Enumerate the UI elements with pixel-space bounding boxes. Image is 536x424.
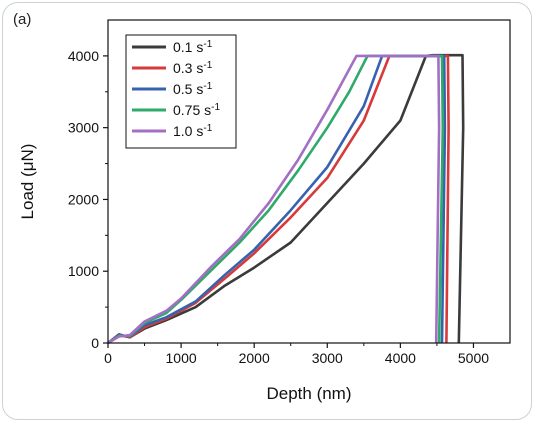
legend-label-sup: -1 (203, 81, 212, 92)
series-layer (107, 53, 465, 345)
ticks-layer: 0 1000 2000 3000 4000 5000 0 1000 2000 3000 4000 (68, 48, 489, 366)
x-tick-label: 5000 (458, 350, 489, 366)
legend-label-sup: -1 (203, 39, 212, 50)
x-tick-label: 2000 (239, 350, 270, 366)
x-tick-label: 3000 (312, 350, 343, 366)
panel-label: (a) (13, 11, 32, 28)
plot-area-frame (107, 19, 511, 344)
y-tick-label: 3000 (68, 120, 99, 136)
legend-label-sup: -1 (211, 102, 220, 113)
y-tick-label: 0 (91, 335, 99, 351)
legend-label-sup: -1 (203, 60, 212, 71)
y-tick-label: 1000 (68, 263, 99, 279)
legend-label-4: 1.0 s-1 (173, 123, 213, 139)
x-tick-label: 4000 (385, 350, 416, 366)
legend-label-1: 0.3 s-1 (173, 60, 213, 76)
series-line-4 (107, 54, 441, 345)
legend-label-2: 0.5 s-1 (173, 81, 213, 97)
x-tick-label: 0 (104, 350, 112, 366)
legend: 0.1 s-1 0.3 s-1 0.5 s-1 0.75 s-1 1.0 s-1 (125, 34, 237, 149)
legend-label-3: 0.75 s-1 (173, 102, 220, 118)
x-tick-label: 1000 (166, 350, 197, 366)
legend-label-0: 0.1 s-1 (173, 39, 213, 55)
legend-label-sup: -1 (203, 123, 212, 134)
x-axis-title: Depth (nm) (266, 384, 351, 403)
y-axis-title: Load (μN) (18, 144, 37, 220)
y-tick-label: 2000 (68, 191, 99, 207)
y-tick-label: 4000 (68, 48, 99, 64)
legend-box (125, 34, 237, 149)
